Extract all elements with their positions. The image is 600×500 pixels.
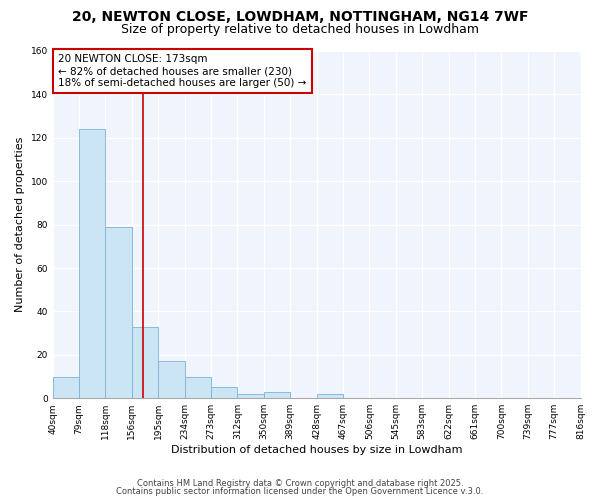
X-axis label: Distribution of detached houses by size in Lowdham: Distribution of detached houses by size … (171, 445, 463, 455)
Y-axis label: Number of detached properties: Number of detached properties (15, 137, 25, 312)
Text: Contains HM Land Registry data © Crown copyright and database right 2025.: Contains HM Land Registry data © Crown c… (137, 478, 463, 488)
Bar (53, 376, 79, 398)
Bar (317, 394, 343, 398)
Text: 20 NEWTON CLOSE: 173sqm
← 82% of detached houses are smaller (230)
18% of semi-d: 20 NEWTON CLOSE: 173sqm ← 82% of detache… (58, 54, 307, 88)
Bar (238, 394, 264, 398)
Bar (106, 227, 132, 398)
Bar (211, 388, 238, 398)
Text: 20, NEWTON CLOSE, LOWDHAM, NOTTINGHAM, NG14 7WF: 20, NEWTON CLOSE, LOWDHAM, NOTTINGHAM, N… (72, 10, 528, 24)
Bar (158, 362, 185, 398)
Bar (132, 326, 158, 398)
Bar (264, 392, 290, 398)
Text: Contains public sector information licensed under the Open Government Licence v.: Contains public sector information licen… (116, 487, 484, 496)
Bar (79, 129, 106, 398)
Text: Size of property relative to detached houses in Lowdham: Size of property relative to detached ho… (121, 22, 479, 36)
Bar (185, 376, 211, 398)
